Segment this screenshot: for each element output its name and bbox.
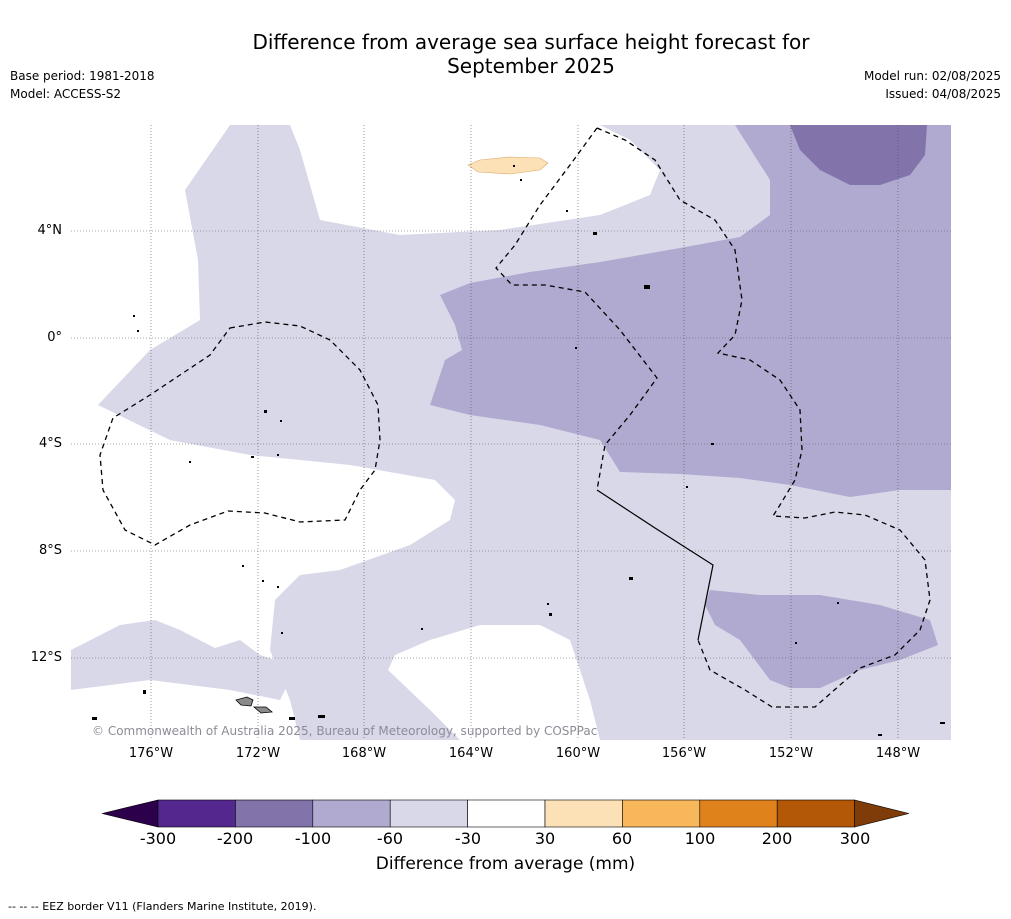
map-plot	[71, 125, 951, 740]
meta-left: Base period: 1981-2018 Model: ACCESS-S2	[10, 67, 155, 103]
eez-legend-note: -- -- -- EEZ border V11 (Flanders Marine…	[8, 900, 317, 913]
eez-border-central	[596, 127, 931, 708]
colorbar-tick: 100	[684, 829, 716, 848]
colorbar-tick: 200	[761, 829, 793, 848]
colorbar-tick: -300	[139, 829, 177, 848]
map-fields	[71, 125, 951, 740]
lon-tick-168w: 168°W	[341, 746, 387, 761]
issued-date: Issued: 04/08/2025	[885, 87, 1001, 101]
lat-tick-4n: 4°N	[37, 223, 63, 238]
samoa-islands	[235, 696, 273, 714]
lon-tick-152w: 152°W	[768, 746, 814, 761]
lat-tick-4s: 4°S	[38, 436, 62, 451]
lon-tick-156w: 156°W	[661, 746, 707, 761]
lat-tick-8s: 8°S	[38, 543, 62, 558]
colorbar-label: Difference from average (mm)	[375, 854, 636, 874]
title-line-1: Difference from average sea surface heig…	[252, 30, 810, 54]
map-title: Difference from average sea surface heig…	[200, 30, 862, 78]
colorbar-tick: -200	[216, 829, 254, 848]
colorbar-segment	[622, 799, 701, 828]
map-gridlines	[71, 125, 951, 740]
contour-light-orange	[467, 156, 549, 175]
colorbar-segment	[235, 799, 314, 828]
lon-tick-172w: 172°W	[235, 746, 281, 761]
contour-dark-purple	[790, 125, 927, 185]
island-markers	[92, 165, 945, 736]
lon-tick-176w: 176°W	[128, 746, 174, 761]
lon-tick-164w: 164°W	[448, 746, 494, 761]
colorbar-under-arrow	[101, 799, 159, 828]
eez-border-line	[495, 127, 658, 491]
colorbar-segment	[157, 799, 236, 828]
colorbar-segment	[389, 799, 468, 828]
colorbar-tick: 300	[839, 829, 871, 848]
model-run: Model run: 02/08/2025	[863, 69, 1001, 83]
colorbar-over-arrow	[854, 799, 910, 828]
copyright-notice: © Commonwealth of Australia 2025, Bureau…	[92, 724, 598, 738]
colorbar-tick: -60	[376, 829, 404, 848]
colorbar	[101, 799, 910, 828]
lon-tick-160w: 160°W	[555, 746, 601, 761]
colorbar-tick: -100	[294, 829, 332, 848]
lat-tick-12s: 12°S	[30, 650, 62, 665]
model-name: Model: ACCESS-S2	[10, 87, 122, 101]
contour-light-lavender-sw	[71, 620, 290, 700]
colorbar-segment	[312, 799, 391, 828]
eez-solid-border	[596, 489, 714, 641]
colorbar-segment	[699, 799, 778, 828]
lat-tick-0: 0°	[47, 330, 62, 345]
eez-borders	[99, 127, 931, 708]
colorbar-segment	[544, 799, 623, 828]
contour-medium-purple-south	[705, 590, 938, 688]
eez-border-west	[99, 321, 381, 546]
colorbar-segment	[467, 799, 546, 828]
meta-right: Model run: 02/08/2025 Issued: 04/08/2025	[864, 67, 1001, 103]
title-line-2: September 2025	[447, 54, 615, 78]
contour-medium-purple	[430, 125, 951, 497]
lon-tick-148w: 148°W	[875, 746, 921, 761]
colorbar-tick: 60	[611, 829, 633, 848]
colorbar-tick: -30	[454, 829, 482, 848]
colorbar-tick: 30	[534, 829, 556, 848]
base-period: Base period: 1981-2018	[10, 69, 155, 83]
colorbar-segment	[776, 799, 855, 828]
